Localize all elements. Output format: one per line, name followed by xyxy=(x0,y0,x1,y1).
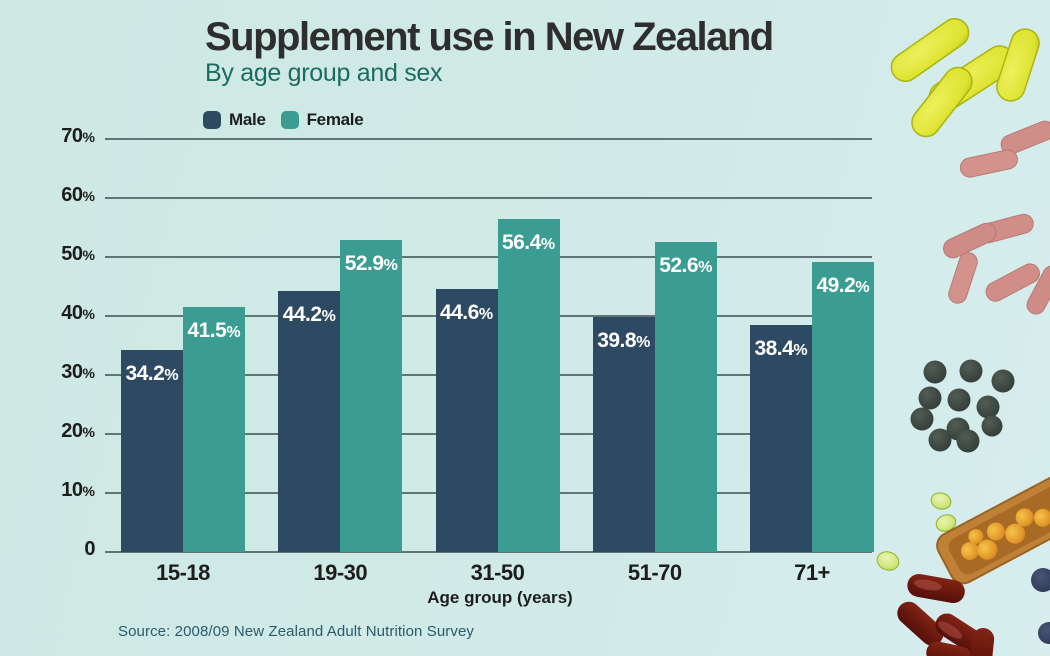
bar-female-71+: 49.2% xyxy=(812,261,874,552)
bar-value-label: 44.2% xyxy=(282,303,336,327)
bar-value-label: 52.9% xyxy=(344,251,398,275)
bar-female-15-18: 41.5% xyxy=(183,307,245,552)
bar-value-label: 38.4% xyxy=(754,337,808,361)
header: Supplement use in New Zealand By age gro… xyxy=(205,15,774,88)
bar-male-19-30: 44.2% xyxy=(278,291,341,552)
legend-swatch-male xyxy=(203,111,221,129)
page-subtitle: By age group and sex xyxy=(205,59,443,87)
bar-female-51-70: 52.6% xyxy=(654,241,717,552)
bar-value-label: 34.2% xyxy=(125,362,179,386)
bar-male-51-70: 39.8% xyxy=(592,317,655,552)
source-note: Source: 2008/09 New Zealand Adult Nutrit… xyxy=(118,623,475,640)
bar-value-label: 39.8% xyxy=(597,329,651,353)
y-axis-tick-70: 70% xyxy=(61,125,95,147)
bar-male-15-18: 34.2% xyxy=(121,350,183,552)
x-axis-label-51-70: 51-70 xyxy=(627,560,682,585)
bar-value-label: 52.6% xyxy=(659,253,713,277)
x-axis-label-31-50: 31-50 xyxy=(470,560,525,585)
legend-label-female: Female xyxy=(306,110,364,129)
bar-male-31-50: 44.6% xyxy=(435,288,498,552)
legend-label-male: Male xyxy=(229,110,266,129)
x-axis-title: Age group (years) xyxy=(427,588,573,607)
gridline-50 xyxy=(105,256,872,258)
bar-value-label: 56.4% xyxy=(501,231,556,255)
bar-female-31-50: 56.4% xyxy=(497,219,560,552)
y-axis-tick-10: 10% xyxy=(61,479,95,501)
bar-value-label: 44.6% xyxy=(439,300,494,324)
x-axis-label-19-30: 19-30 xyxy=(313,560,368,585)
y-axis-tick-60: 60% xyxy=(61,184,95,206)
bar-female-19-30: 52.9% xyxy=(340,239,403,552)
page-title: Supplement use in New Zealand xyxy=(205,15,774,59)
bar-male-71+: 38.4% xyxy=(750,325,812,552)
y-axis-tick-40: 40% xyxy=(61,302,95,324)
legend-item-female: Female xyxy=(280,110,364,130)
bar-value-label: 41.5% xyxy=(187,319,241,343)
legend: Male Female xyxy=(203,110,364,130)
gridline-70 xyxy=(105,138,872,140)
legend-item-male: Male xyxy=(203,110,266,130)
bar-value-label: 49.2% xyxy=(816,273,870,297)
y-axis-tick-30: 30% xyxy=(61,361,95,383)
gridline-60 xyxy=(105,197,872,199)
y-axis-tick-0: 0 xyxy=(84,538,95,560)
y-axis-tick-50: 50% xyxy=(61,243,95,265)
y-axis-tick-20: 20% xyxy=(61,420,95,442)
x-axis-label-15-18: 15-18 xyxy=(156,560,210,585)
legend-swatch-female xyxy=(280,111,299,129)
x-axis-label-71+: 71+ xyxy=(794,560,830,585)
